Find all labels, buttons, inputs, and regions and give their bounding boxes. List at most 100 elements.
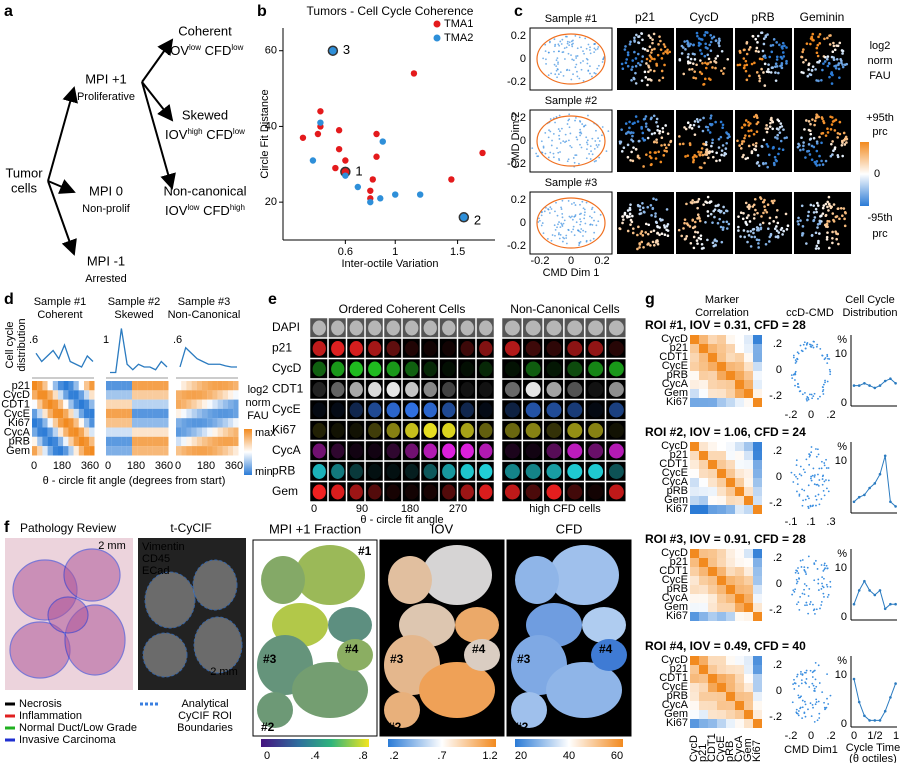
cmd-dot [821,691,824,694]
dist-point [873,482,877,485]
heat-cell [78,399,85,409]
heat-cell [163,390,169,400]
cell-dot [641,38,644,42]
cmd-dot [571,215,573,218]
cmd-dot [578,36,581,39]
cell-dot [721,126,724,130]
cell-dot [711,221,714,224]
cell-dot [702,83,705,86]
corr-cell [717,594,726,603]
cmd-dot [558,50,560,53]
y-tick-label: 10 [835,455,847,467]
cmd-dot [814,559,817,562]
heat-cell [181,399,187,409]
cell-dot [714,61,718,64]
corr-cell [717,505,726,514]
cell-dot [765,124,768,127]
cmd-dot [823,596,825,598]
cell-image [501,379,523,400]
cell-dot [704,42,707,46]
cell-dot [629,40,632,44]
cmd-dot [565,234,568,237]
roi-region [295,545,365,605]
cmd-dot [825,564,828,567]
cmd-dot [804,681,807,684]
cell-image [309,379,328,400]
heat-cell [37,399,43,409]
sample-label: Sample #1 [34,296,87,308]
cmd-dot [598,140,601,142]
cell-dot [768,222,771,225]
x-tick-label: 1 [392,246,398,258]
cell-dot [812,204,815,207]
heat-cell [37,446,43,456]
tissue-region [193,616,243,674]
cmd-dot [585,47,588,50]
cell-dot [658,35,661,38]
cmd-dot [576,138,579,141]
dist-point [863,714,866,718]
cmd-dot [579,203,581,206]
cmd-dot [547,208,549,210]
cell-dot [757,246,760,249]
heat-cell [47,408,53,419]
cmd-dot [553,50,555,53]
cell-dot [826,127,829,131]
corr-cell [717,612,726,621]
cmd-dot [563,219,566,222]
cmd-dot [824,379,826,382]
heat-cell [142,446,148,456]
cmd-dot [822,586,825,589]
cmd-dot [563,47,566,50]
dist-point [889,500,892,504]
heat-cell [126,436,133,447]
cell-dot [742,57,746,60]
cell-dot [823,37,826,41]
cmd-dot [585,201,588,204]
heat-cell [191,427,197,437]
cell-dot [743,66,746,70]
corr-cell [744,344,753,353]
cell-signal [442,341,456,356]
cell-dot [638,156,641,160]
cell-image [439,338,458,359]
panel-letter: f [4,519,10,536]
cell-dot [686,60,690,63]
cmd-dot [591,153,594,156]
cell-image [457,338,476,359]
cell-signal [349,382,363,397]
cell-signal [442,361,456,377]
cell-dot [775,41,778,44]
cell-dot [807,149,811,153]
heat-cell [42,436,48,447]
corr-cell [753,558,762,567]
point [327,45,339,56]
cmd-dot [576,75,579,78]
cell-image [365,440,384,461]
cell-dot [706,128,710,132]
cell-dot [766,227,770,231]
corr-cell [708,335,717,344]
cmd-dot [557,223,559,226]
map-title: IOV [431,521,454,536]
cell-image [420,358,439,379]
heat-cell [132,399,138,409]
cmd-dot [810,477,812,480]
cmd-dot [582,79,585,82]
cell-dot [770,119,774,122]
cell-dot [785,62,788,65]
roi-label: #1 [612,544,626,558]
cell-dot [801,225,805,228]
cell-dot [703,77,707,81]
y-tick-label: 0 [841,718,847,730]
cell-dot [688,142,692,145]
corr-cell [708,362,717,371]
cell-image [420,461,439,482]
cmd-dot [543,210,546,213]
cell-image [346,440,365,461]
legend-marker [433,20,441,28]
cmd-dot [554,228,557,231]
point [392,191,399,198]
cell-dot [818,135,821,139]
cmd-dot [799,390,802,392]
